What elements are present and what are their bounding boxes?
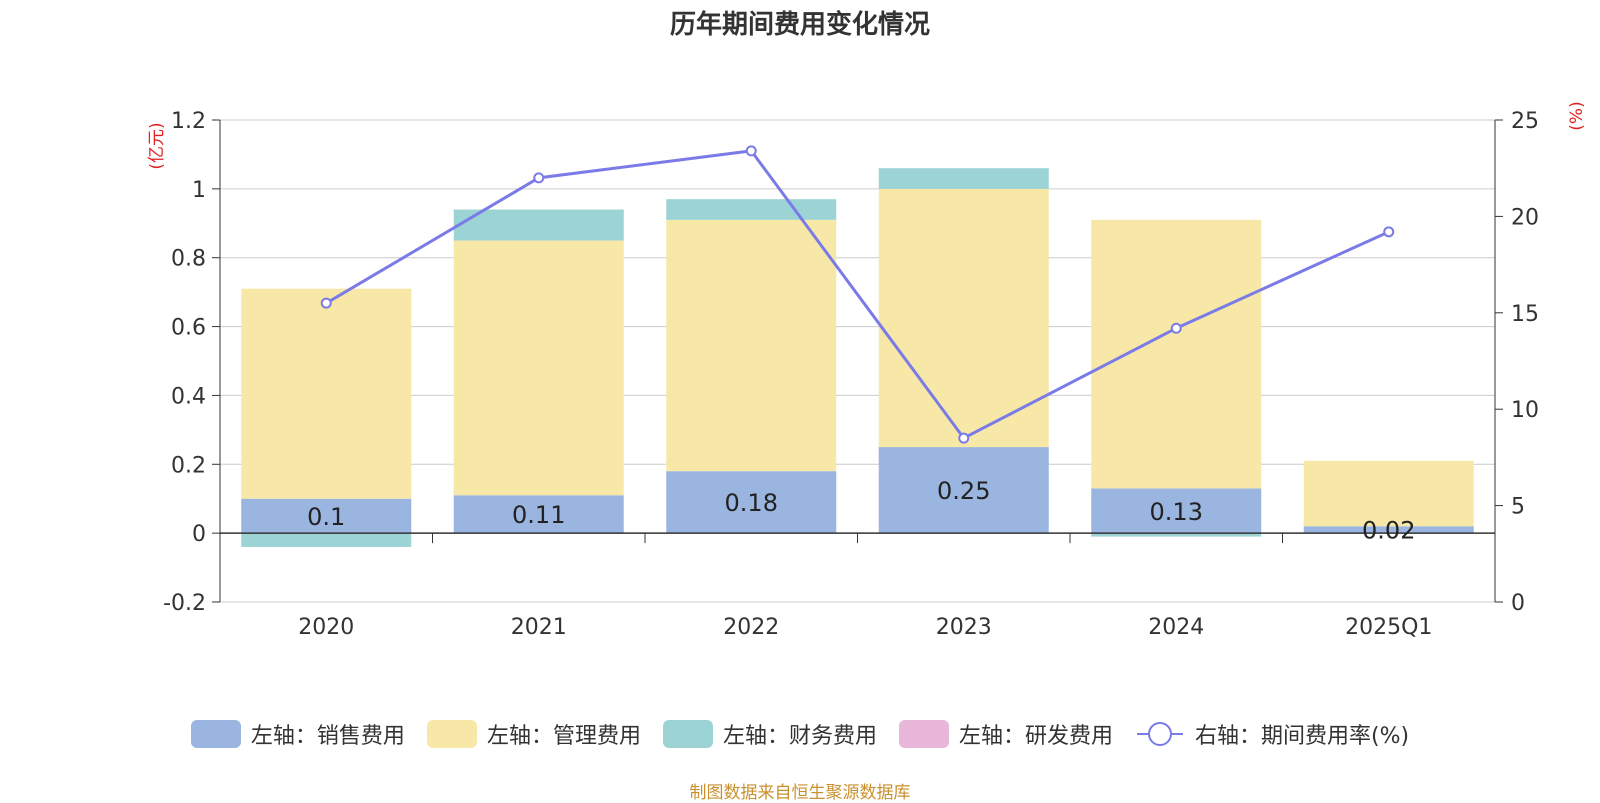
right-tick-label: 5 <box>1511 495 1525 520</box>
legend-label: 左轴：研发费用 <box>958 724 1113 749</box>
bar-segment <box>878 188 1049 448</box>
bar-segment <box>878 447 1049 534</box>
legend-item[interactable]: 左轴：财务费用 <box>662 718 877 750</box>
right-axis-unit: (%) <box>1567 101 1587 130</box>
axes: -0.2 0 0.2 0.4 0.6 0.8 1 1.2 0 5 10 15 20 25 2020 2021 2… <box>163 109 1539 640</box>
category-label: 2021 <box>511 615 567 640</box>
category-label: 2022 <box>723 615 779 640</box>
bar-segment <box>1303 460 1474 527</box>
right-tick-label: 20 <box>1511 205 1539 230</box>
bar-segment <box>1091 219 1262 489</box>
legend-label: 左轴：销售费用 <box>250 724 405 749</box>
category-label: 2025Q1 <box>1345 615 1432 640</box>
category-label: 2024 <box>1148 615 1204 640</box>
bar-segment <box>241 288 412 499</box>
legend-swatch <box>662 720 713 748</box>
bar-value-label: 0.18 <box>725 489 778 517</box>
chart-title: 历年期间费用变化情况 <box>669 10 930 40</box>
bar-segment <box>878 168 1049 189</box>
bar-segment <box>453 240 624 496</box>
legend-label: 左轴：管理费用 <box>486 724 641 749</box>
left-axis-unit: (亿元) <box>147 122 167 169</box>
category-label: 2020 <box>298 615 354 640</box>
legend-label: 左轴：财务费用 <box>722 724 877 749</box>
bar-segment <box>666 471 837 534</box>
bars <box>241 168 1474 547</box>
data-labels: 0.1 0.11 0.18 0.25 0.13 0.02 <box>307 477 1415 545</box>
left-tick-label: 0.2 <box>171 453 206 478</box>
rate-point <box>958 432 970 444</box>
left-tick-label: -0.2 <box>163 591 206 616</box>
bar-segment <box>1091 488 1262 534</box>
left-tick-label: 0 <box>192 522 206 547</box>
rate-polyline <box>325 149 1390 441</box>
source-footer: 制图数据来自恒生聚源数据库 <box>689 783 911 803</box>
bar-value-label: 0.25 <box>937 477 990 505</box>
legend-item[interactable]: 左轴：研发费用 <box>898 718 1113 750</box>
left-tick-label: 1.2 <box>171 109 206 134</box>
left-tick-label: 0.8 <box>171 247 206 272</box>
left-tick-label: 0.4 <box>171 384 206 409</box>
legend-line-marker <box>1136 722 1183 746</box>
legend-swatch <box>426 720 477 748</box>
right-tick-label: 0 <box>1511 591 1525 616</box>
legend-item[interactable]: 左轴：销售费用 <box>190 718 405 750</box>
bar-value-label: 0.13 <box>1150 498 1203 526</box>
right-tick-label: 10 <box>1511 398 1539 423</box>
legend-swatch <box>898 720 949 748</box>
bar-segment <box>453 209 624 241</box>
bar-segment <box>1091 533 1262 537</box>
legend-swatch <box>190 720 241 748</box>
right-tick-label: 25 <box>1511 109 1539 134</box>
grid-lines <box>220 119 1495 603</box>
rate-point <box>533 172 545 184</box>
bar-segment <box>666 219 837 472</box>
bar-segment <box>241 533 412 547</box>
bar-segment <box>241 498 412 534</box>
rate-point <box>1383 226 1395 238</box>
rate-point <box>1170 322 1182 334</box>
right-tick-label: 15 <box>1511 302 1539 327</box>
rate-line <box>320 145 1395 444</box>
bar-value-label: 0.11 <box>512 501 565 529</box>
bar-segment <box>1303 526 1474 534</box>
legend-item[interactable]: 右轴：期间费用率(%) <box>1135 718 1409 750</box>
rate-point <box>320 297 332 309</box>
left-tick-label: 1 <box>192 178 206 203</box>
chart-area: -0.2 0 0.2 0.4 0.6 0.8 1 1.2 0 5 10 15 20 25 2020 2021 2… <box>147 101 1587 640</box>
bar-value-label: 0.1 <box>307 503 345 531</box>
legend: 左轴：销售费用 左轴：管理费用 左轴：财务费用 左轴：研发费用 右轴：期间费用率(%) <box>0 718 1600 750</box>
left-tick-label: 0.6 <box>171 316 206 341</box>
bar-segment <box>666 199 837 220</box>
bar-value-label: 0.02 <box>1362 517 1415 545</box>
bar-segment <box>453 495 624 534</box>
legend-label: 右轴：期间费用率(%) <box>1194 724 1410 749</box>
category-label: 2023 <box>936 615 992 640</box>
legend-item[interactable]: 左轴：管理费用 <box>426 718 641 750</box>
rate-point <box>745 145 757 157</box>
